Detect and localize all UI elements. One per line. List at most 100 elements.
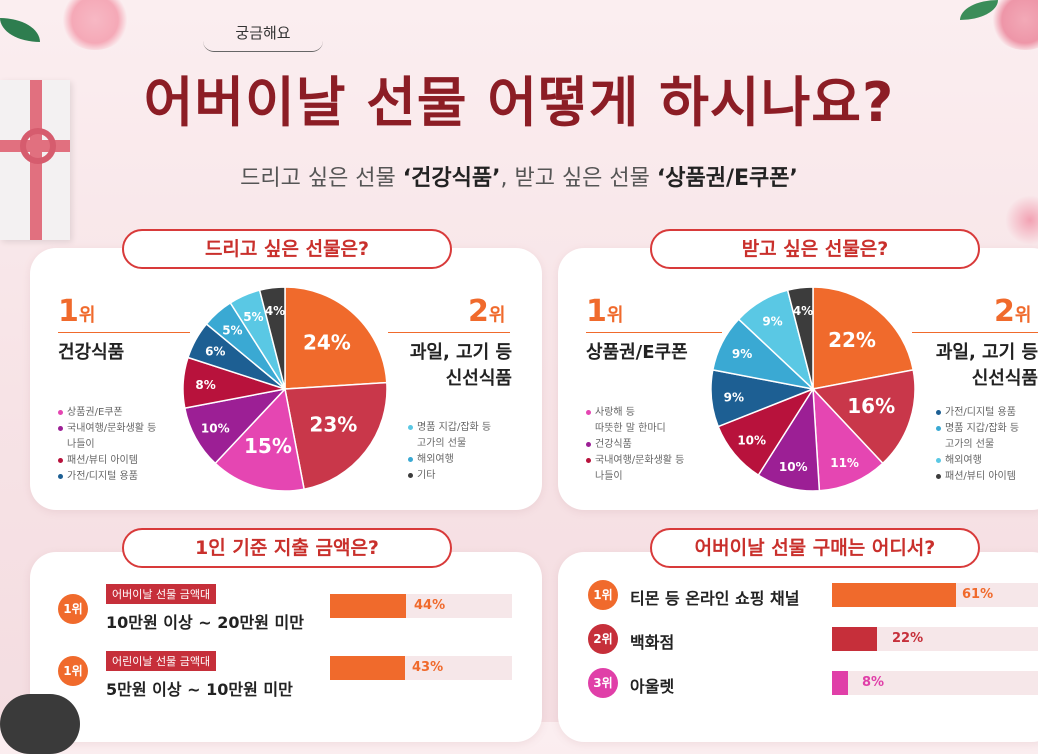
bullet-icon [586,409,591,415]
flower-decoration [990,0,1038,50]
legend-item: 해외여행 [408,452,528,468]
where-heading: 어버이날 선물 구매는 어디서? [650,528,980,568]
receive-legend-right: 가전/디지털 용품 명품 지갑/잡화 등 고가의 선물 해외여행 패션/뷰티 아… [936,405,1038,485]
legend-item: 나들이 [586,469,716,485]
pie-slice [258,286,286,390]
give-rank1-line [58,332,190,333]
pie-label: 4% [265,304,285,318]
legend-item: 상품권/E쿠폰 [58,405,188,421]
pie-slice [284,381,388,491]
legend-text: 기타 [417,470,436,481]
legend-text: 패션/뷰티 아이템 [67,455,138,466]
legend-text: 상품권/E쿠폰 [67,407,123,418]
spend-panel [30,552,542,742]
where-pct: 22% [892,631,924,646]
subtitle-part: , 받고 싶은 선물 [500,166,657,191]
receive-rank2: 2위 [994,294,1031,329]
legend-text: 건강식품 [595,439,632,450]
spend-tag: 어버이날 선물 금액대 [106,584,217,604]
give-legend-left: 상품권/E쿠폰 국내여행/문화생활 등 나들이 패션/뷰티 아이템 가전/디지털… [58,405,188,485]
legend-text: 따뜻한 말 한마디 [595,423,666,434]
give-rank2-line [388,332,510,333]
where-bar-track [832,671,1038,695]
spend-tag: 어린이날 선물 금액대 [106,651,217,671]
pie-label: 16% [847,394,895,418]
legend-text: 나들이 [595,471,623,482]
subtitle-highlight: ‘상품권/E쿠폰’ [656,166,798,191]
spend-bar-track [330,594,512,618]
flower-decoration [60,0,130,50]
subtitle-highlight: ‘건강식품’ [402,166,501,191]
give-rank1: 1위 [58,294,95,329]
legend-item: 가전/디지털 용품 [58,469,188,485]
pie-label: 10% [201,421,230,435]
give-rank2: 2위 [468,294,505,329]
bullet-icon [936,457,941,463]
legend-text: 패션/뷰티 아이템 [945,471,1016,482]
where-rank-badge: 1위 [588,580,618,610]
spend-row-text: 10만원 이상 ~ 20만원 미만 [106,613,304,632]
bullet-icon [936,409,941,415]
legend-item: 가전/디지털 용품 [936,405,1038,421]
give-gift-heading: 드리고 싶은 선물은? [122,229,452,269]
legend-item: 사랑해 등 [586,405,716,421]
give-legend-right: 명품 지갑/잡화 등 고가의 선물 해외여행 기타 [408,420,528,484]
label-line: 과일, 고기 등 [409,342,512,363]
spend-bar-track [330,656,512,680]
spend-bar-fill [330,594,407,618]
legend-item: 고가의 선물 [936,437,1038,453]
rank-number: 2 [994,294,1015,329]
legend-text: 고가의 선물 [945,439,995,450]
legend-item: 따뜻한 말 한마디 [586,421,716,437]
bullet-icon [408,472,413,478]
rank-unit: 위 [78,305,96,326]
where-row-text: 백화점 [630,633,675,652]
pie-slice [214,387,305,492]
bullet-icon [58,473,63,479]
legend-item: 나들이 [58,437,188,453]
give-rank1-label: 건강식품 [58,342,125,363]
pie-label: 5% [222,323,242,337]
where-rank-badge: 3위 [588,668,618,698]
pie-label: 9% [732,347,752,361]
legend-item: 국내여행/문화생활 등 [586,453,716,469]
give-pie-chart: 24%23%15%10%8%6%5%5% 4% [182,286,388,492]
receive-rank1-label: 상품권/E쿠폰 [586,342,688,363]
pie-label: 9% [762,315,782,329]
legend-item: 패션/뷰티 아이템 [58,453,188,469]
receive-rank1: 1위 [586,294,623,329]
legend-text: 가전/디지털 용품 [67,471,138,482]
bullet-icon [586,457,591,463]
pie-slice [812,286,915,390]
where-bar-fill [832,627,877,651]
receive-rank2-line [912,332,1038,333]
bullet-icon [58,425,63,431]
legend-item: 패션/뷰티 아이템 [936,469,1038,485]
page-title: 어버이날 선물 어떻게 하시나요? [143,71,895,134]
label-line: 신선식품 [445,368,512,389]
receive-legend-left: 사랑해 등 따뜻한 말 한마디 건강식품 국내여행/문화생활 등 나들이 [586,405,716,485]
where-pct: 8% [862,675,885,690]
legend-text: 해외여행 [945,455,982,466]
rank-number: 1 [58,294,79,329]
bullet-icon [586,441,591,447]
where-row-text: 티몬 등 온라인 쇼핑 채널 [630,589,800,608]
pie-slice [812,386,884,492]
pie-label: 10% [737,434,766,448]
where-row-text: 아울렛 [630,677,675,696]
bullet-icon [58,409,63,415]
pie-label: 5% [243,310,263,324]
spend-row-text: 5만원 이상 ~ 10만원 미만 [106,680,293,699]
legend-text: 명품 지갑/잡화 등 [945,423,1020,434]
legend-text: 사랑해 등 [595,407,635,418]
corner-overlay-button[interactable] [0,694,80,754]
receive-gift-heading: 받고 싶은 선물은? [650,229,980,269]
pie-label: 10% [779,460,808,474]
pie-label: 11% [830,456,859,470]
pie-slice [284,286,388,390]
bullet-icon [408,456,413,462]
legend-item: 명품 지갑/잡화 등 [936,421,1038,437]
pie-label: 4% [793,304,813,318]
leaf-decoration [0,18,40,42]
pie-slice [811,369,916,465]
